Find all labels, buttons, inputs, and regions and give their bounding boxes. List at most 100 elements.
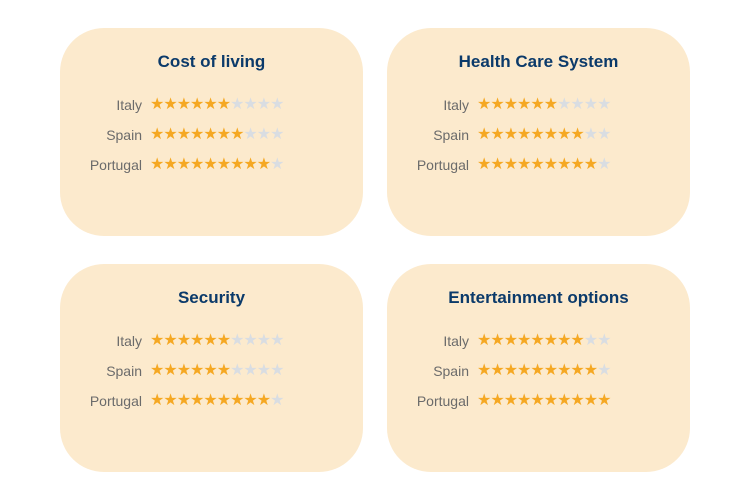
rating-row: Italy ★★★★★★★★★★: [84, 97, 339, 113]
star-empty-icon: ★: [243, 333, 256, 349]
star-filled-icon: ★: [530, 333, 543, 349]
star-filled-icon: ★: [544, 157, 557, 173]
star-filled-icon: ★: [163, 333, 176, 349]
star-rating: ★★★★★★★★★★: [150, 127, 283, 143]
star-filled-icon: ★: [177, 393, 190, 409]
star-empty-icon: ★: [584, 333, 597, 349]
star-filled-icon: ★: [477, 97, 490, 113]
star-filled-icon: ★: [177, 127, 190, 143]
rating-row: Portugal ★★★★★★★★★★: [411, 393, 666, 409]
star-filled-icon: ★: [530, 393, 543, 409]
country-label: Italy: [84, 333, 150, 349]
star-filled-icon: ★: [504, 363, 517, 379]
rating-row: Spain ★★★★★★★★★★: [411, 127, 666, 143]
star-filled-icon: ★: [597, 393, 610, 409]
rating-row: Portugal ★★★★★★★★★★: [84, 157, 339, 173]
star-empty-icon: ★: [257, 363, 270, 379]
star-empty-icon: ★: [270, 333, 283, 349]
star-empty-icon: ★: [570, 97, 583, 113]
star-filled-icon: ★: [530, 157, 543, 173]
star-empty-icon: ★: [597, 363, 610, 379]
star-filled-icon: ★: [163, 97, 176, 113]
star-filled-icon: ★: [177, 333, 190, 349]
star-filled-icon: ★: [217, 333, 230, 349]
star-empty-icon: ★: [257, 97, 270, 113]
star-filled-icon: ★: [570, 333, 583, 349]
star-rating: ★★★★★★★★★★: [150, 157, 283, 173]
rating-grid: Cost of living Italy ★★★★★★★★★★ Spain ★★…: [60, 28, 690, 472]
star-filled-icon: ★: [544, 97, 557, 113]
star-filled-icon: ★: [243, 157, 256, 173]
star-filled-icon: ★: [203, 363, 216, 379]
star-empty-icon: ★: [597, 157, 610, 173]
star-filled-icon: ★: [490, 97, 503, 113]
star-empty-icon: ★: [230, 333, 243, 349]
card-title: Entertainment options: [411, 288, 666, 308]
star-filled-icon: ★: [530, 127, 543, 143]
star-rating: ★★★★★★★★★★: [477, 363, 610, 379]
star-filled-icon: ★: [517, 157, 530, 173]
star-filled-icon: ★: [163, 157, 176, 173]
card-title: Cost of living: [84, 52, 339, 72]
rating-row: Portugal ★★★★★★★★★★: [411, 157, 666, 173]
star-filled-icon: ★: [217, 393, 230, 409]
star-filled-icon: ★: [530, 97, 543, 113]
star-filled-icon: ★: [517, 363, 530, 379]
star-filled-icon: ★: [557, 157, 570, 173]
star-filled-icon: ★: [190, 157, 203, 173]
card-cost-of-living: Cost of living Italy ★★★★★★★★★★ Spain ★★…: [60, 28, 363, 236]
star-filled-icon: ★: [230, 157, 243, 173]
star-filled-icon: ★: [517, 393, 530, 409]
star-filled-icon: ★: [177, 157, 190, 173]
star-filled-icon: ★: [203, 393, 216, 409]
star-filled-icon: ★: [570, 157, 583, 173]
star-filled-icon: ★: [557, 363, 570, 379]
country-label: Italy: [411, 97, 477, 113]
country-label: Spain: [84, 127, 150, 143]
star-empty-icon: ★: [557, 97, 570, 113]
star-empty-icon: ★: [230, 97, 243, 113]
star-rating: ★★★★★★★★★★: [477, 333, 610, 349]
star-filled-icon: ★: [544, 363, 557, 379]
star-empty-icon: ★: [584, 127, 597, 143]
star-rating: ★★★★★★★★★★: [150, 97, 283, 113]
card-health-care-system: Health Care System Italy ★★★★★★★★★★ Spai…: [387, 28, 690, 236]
star-filled-icon: ★: [517, 333, 530, 349]
star-filled-icon: ★: [584, 157, 597, 173]
star-filled-icon: ★: [544, 127, 557, 143]
star-filled-icon: ★: [504, 393, 517, 409]
star-empty-icon: ★: [270, 127, 283, 143]
rating-row: Italy ★★★★★★★★★★: [84, 333, 339, 349]
star-filled-icon: ★: [517, 97, 530, 113]
star-empty-icon: ★: [270, 97, 283, 113]
star-rating: ★★★★★★★★★★: [477, 97, 610, 113]
star-filled-icon: ★: [217, 97, 230, 113]
star-filled-icon: ★: [490, 157, 503, 173]
star-filled-icon: ★: [544, 393, 557, 409]
star-empty-icon: ★: [243, 127, 256, 143]
star-empty-icon: ★: [270, 157, 283, 173]
star-filled-icon: ★: [570, 363, 583, 379]
star-filled-icon: ★: [477, 127, 490, 143]
star-filled-icon: ★: [190, 333, 203, 349]
star-empty-icon: ★: [257, 333, 270, 349]
star-filled-icon: ★: [490, 333, 503, 349]
star-filled-icon: ★: [504, 157, 517, 173]
star-filled-icon: ★: [177, 97, 190, 113]
star-rating: ★★★★★★★★★★: [477, 127, 610, 143]
star-empty-icon: ★: [230, 363, 243, 379]
star-filled-icon: ★: [190, 363, 203, 379]
star-filled-icon: ★: [557, 333, 570, 349]
star-empty-icon: ★: [270, 393, 283, 409]
star-empty-icon: ★: [597, 127, 610, 143]
star-filled-icon: ★: [203, 97, 216, 113]
star-filled-icon: ★: [217, 363, 230, 379]
star-rating: ★★★★★★★★★★: [150, 333, 283, 349]
star-rating: ★★★★★★★★★★: [150, 393, 283, 409]
rating-row: Italy ★★★★★★★★★★: [411, 333, 666, 349]
star-filled-icon: ★: [150, 363, 163, 379]
rating-row: Italy ★★★★★★★★★★: [411, 97, 666, 113]
star-filled-icon: ★: [190, 97, 203, 113]
star-filled-icon: ★: [150, 127, 163, 143]
star-filled-icon: ★: [163, 393, 176, 409]
